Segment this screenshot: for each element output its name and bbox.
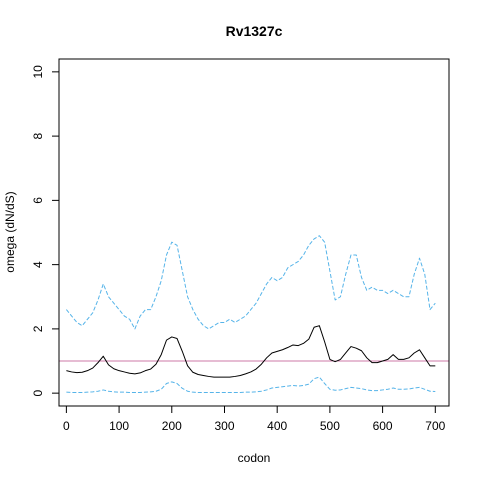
x-tick-label: 300 [214, 419, 234, 433]
plot-area [59, 235, 449, 394]
series-upper-line [65, 235, 436, 330]
y-tick-label: 2 [31, 325, 45, 332]
axes: 0 100 200 300 400 500 600 700 0 2 4 6 8 10 [31, 65, 446, 433]
y-tick-label: 4 [31, 261, 45, 268]
series-estimate-line [66, 325, 436, 378]
plot-frame [58, 58, 450, 407]
x-tick-label: 600 [373, 419, 393, 433]
x-axis-label: codon [238, 451, 271, 465]
y-tick-label: 8 [31, 132, 45, 139]
chart-title: Rv1327c [226, 23, 283, 39]
y-tick-label: 6 [31, 197, 45, 204]
x-tick-label: 0 [63, 419, 70, 433]
series-lower-line [66, 376, 436, 394]
x-tick-label: 500 [320, 419, 340, 433]
y-tick-label: 0 [31, 389, 45, 396]
y-axis-label: omega (dN/dS) [3, 191, 17, 272]
y-tick-label: 10 [31, 65, 45, 79]
x-tick-label: 200 [162, 419, 182, 433]
x-tick-label: 100 [109, 419, 129, 433]
x-tick-label: 700 [425, 419, 445, 433]
x-tick-label: 400 [267, 419, 287, 433]
